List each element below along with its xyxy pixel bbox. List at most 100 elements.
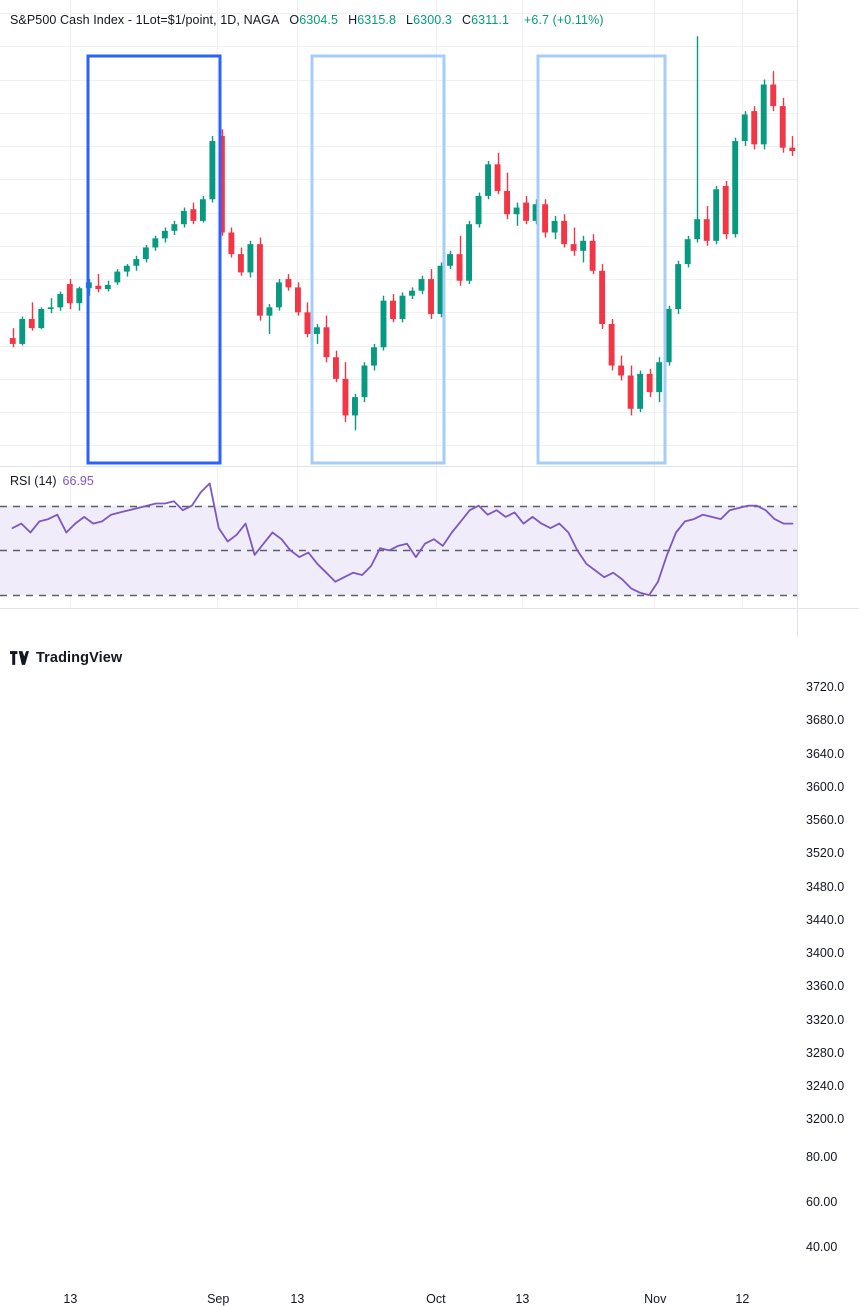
rsi-band-layer [0,505,797,597]
rsi-legend: RSI (14) 66.95 [10,474,94,488]
price-change: +6.7 (+0.11%) [524,13,604,27]
time-axis-separator [0,608,859,609]
rectangle-annotations[interactable] [86,54,667,465]
candle-body [142,247,149,260]
candle-body [304,312,311,334]
candle-body [437,265,444,314]
candle-body [76,288,83,304]
candle-body [152,238,159,248]
candle-body [218,136,225,233]
symbol-title[interactable]: S&P500 Cash Index - 1Lot=$1/point, 1D, N… [10,13,280,27]
candle-body [161,230,168,239]
candle-body [199,199,206,221]
candle-body [247,244,254,273]
candle-body [760,84,767,145]
candle-body [209,141,216,200]
candle-body [599,270,606,324]
candle-body [542,204,549,233]
time-axis-tick: 13 [515,1292,530,1306]
candle-body [19,318,26,344]
low-label: L [406,13,414,27]
candle-body [713,189,720,241]
price-axis-tick: 3240.0 [806,1079,845,1094]
rsi-indicator-value: 66.95 [62,474,94,488]
tradingview-logo[interactable]: TradingView [10,650,122,666]
chart-canvas[interactable] [0,0,859,675]
candle-body [190,209,197,221]
candle-body [561,220,568,245]
rsi-line-series[interactable] [11,482,794,596]
candle-body [770,84,777,107]
price-axis-tick: 3280.0 [806,1045,845,1060]
candle-body [447,254,453,266]
open-label: O [289,13,300,27]
candle-body [361,365,368,398]
open-value: 6304.5 [299,13,339,27]
candle-body [703,219,710,241]
candle-body [608,323,615,366]
price-axis-tick: 3320.0 [806,1012,845,1027]
candle-body [732,141,739,235]
candle-body [504,190,511,215]
candle-body [409,290,415,296]
price-axis-tick: 3480.0 [806,879,845,894]
candle-body [180,210,187,225]
price-axis-tick: 3600.0 [806,779,845,794]
candle-body [428,279,434,314]
candle-body [722,185,729,235]
candle-body [475,195,482,225]
close-value: 6311.1 [471,13,509,27]
candle-body [95,285,102,290]
chart-legend: S&P500 Cash Index - 1Lot=$1/point, 1D, N… [10,13,604,27]
candle-body [637,373,644,409]
candle-body [266,307,273,316]
candle-body [466,224,472,281]
candle-body [313,327,320,334]
candle-body [656,362,663,393]
low-value: 6300.3 [413,13,452,27]
price-axis-tick: 3640.0 [806,746,845,761]
price-axis-tick: 3440.0 [806,912,845,927]
candle-body [294,287,301,313]
candle-body [513,207,520,215]
candle-body [237,254,244,273]
candle-body [104,284,111,290]
pane-separator[interactable] [0,466,797,467]
candle-body [38,309,45,329]
close-label: C [461,13,472,27]
tradingview-logo-text: TradingView [36,650,123,666]
candle-body [47,307,54,310]
time-axis-tick: Nov [644,1292,667,1306]
price-axis-tick: 3560.0 [806,813,845,828]
time-axis-tick: 13 [63,1292,78,1306]
time-axis-tick: 12 [735,1292,750,1306]
candle-body [532,204,539,221]
candle-body [390,300,396,319]
candle-body [418,279,425,291]
rectangle-annotation [86,54,222,465]
high-value: 6315.8 [357,13,397,27]
candle-body [589,240,596,271]
rectangle-annotation [310,54,446,465]
candle-body [57,294,64,308]
candle-body [285,279,292,288]
candle-body [456,254,463,281]
candle-body [352,397,358,416]
candle-body [323,327,330,358]
high-label: H [348,13,358,27]
price-axis-tick: 3520.0 [806,846,845,861]
candle-body [580,240,587,251]
candle-body [275,282,282,308]
candle-body [123,265,130,272]
price-axis-tick: 3360.0 [806,979,845,994]
candle-body [494,164,501,191]
price-axis-tick: 3400.0 [806,946,845,961]
candle-body [28,318,35,329]
rsi-indicator-label[interactable]: RSI (14) [10,474,57,488]
candle-body [646,373,653,393]
candle-body [684,239,691,265]
candle-body [9,338,16,344]
candlestick-series[interactable] [9,36,796,431]
candle-body [751,111,758,145]
